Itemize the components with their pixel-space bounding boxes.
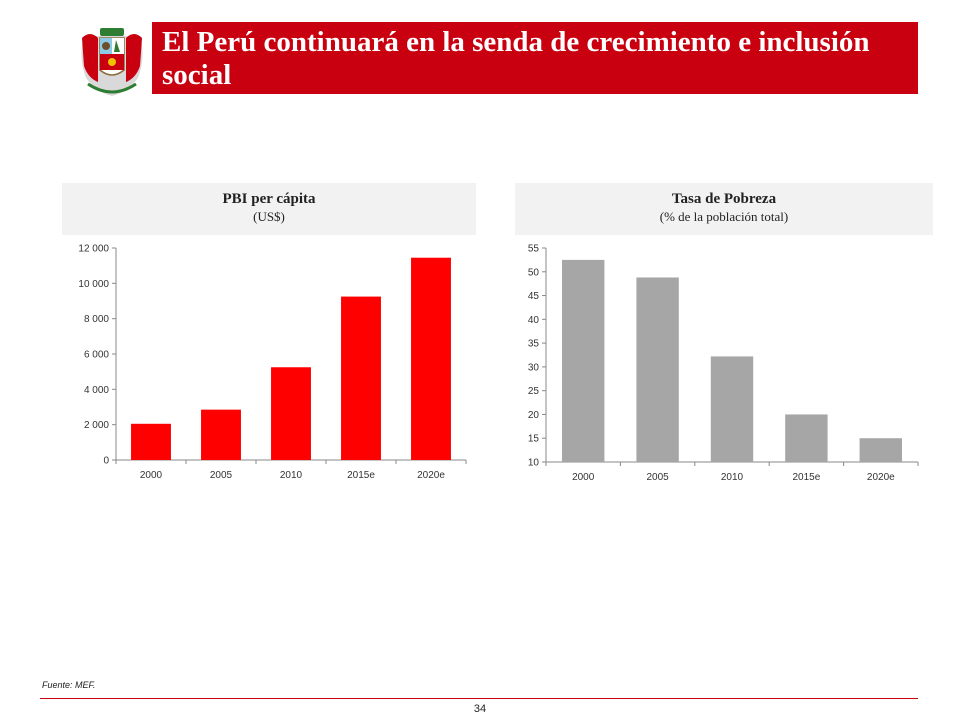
poverty-x-tick-label: 2005 xyxy=(646,472,669,483)
poverty-bar-2005 xyxy=(636,277,679,462)
gdp-bar-2020e xyxy=(411,257,451,460)
poverty-y-tick-label: 40 xyxy=(528,315,540,326)
gdp-bar-2005 xyxy=(201,409,241,460)
gdp-y-tick-label: 2 000 xyxy=(84,420,109,431)
gdp-bar-2015e xyxy=(341,296,381,460)
gdp-y-tick-label: 6 000 xyxy=(84,350,109,361)
poverty-y-tick-label: 20 xyxy=(528,410,540,421)
poverty-x-tick-label: 2020e xyxy=(867,472,895,483)
gdp-y-tick-label: 0 xyxy=(103,456,109,467)
gdp-chart-title: PBI per cápita xyxy=(222,191,316,207)
coat-of-arms-logo xyxy=(81,28,143,96)
poverty-chart-header: Tasa de Pobreza (% de la población total… xyxy=(515,183,933,235)
gdp-y-tick-label: 4 000 xyxy=(84,385,109,396)
gdp-x-tick-label: 2010 xyxy=(280,470,303,481)
gdp-chart-subtitle: (US$) xyxy=(253,209,285,224)
poverty-y-tick-label: 50 xyxy=(528,267,540,278)
poverty-bar-2000 xyxy=(561,259,605,462)
poverty-x-tick-label: 2015e xyxy=(792,472,820,483)
poverty-rate-chart: 10 15 20 25 30 35 40 45 50 55 2000 2005 2010 2015e 202… xyxy=(528,244,919,483)
poverty-y-tick-label: 25 xyxy=(528,386,540,397)
poverty-y-tick-label: 35 xyxy=(528,339,540,350)
gdp-bar-2010 xyxy=(271,367,311,460)
source-note: Fuente: MEF. xyxy=(42,680,96,690)
gdp-y-tick-label: 12 000 xyxy=(78,244,109,255)
gdp-x-tick-label: 2000 xyxy=(140,470,163,481)
gdp-chart-header: PBI per cápita (US$) xyxy=(62,183,476,235)
poverty-y-tick-label: 45 xyxy=(528,291,540,302)
poverty-y-tick-label: 55 xyxy=(528,244,540,255)
gdp-y-tick-label: 10 000 xyxy=(78,279,109,290)
page-title: El Perú continuará en la senda de crecim… xyxy=(162,26,870,91)
poverty-bar-2015e xyxy=(785,414,828,462)
page-number: 34 xyxy=(473,703,487,715)
gdp-bar-2000 xyxy=(131,423,171,460)
footer-divider xyxy=(40,698,918,699)
gdp-x-tick-label: 2015e xyxy=(347,470,375,481)
poverty-chart-subtitle: (% de la población total) xyxy=(659,209,789,224)
poverty-bar-2020e xyxy=(859,438,903,462)
poverty-y-tick-label: 15 xyxy=(528,434,540,445)
gdp-y-tick-label: 8 000 xyxy=(84,314,109,325)
poverty-y-tick-label: 30 xyxy=(528,362,540,373)
gdp-x-tick-label: 2020e xyxy=(417,470,445,481)
poverty-x-tick-label: 2010 xyxy=(721,472,744,483)
poverty-bar-2010 xyxy=(710,356,754,462)
gdp-per-capita-chart: 0 2 000 4 000 6 000 8 000 10 000 12 000 2000 200… xyxy=(78,244,467,481)
poverty-y-tick-label: 10 xyxy=(528,458,540,469)
poverty-x-tick-label: 2000 xyxy=(572,472,595,483)
gdp-x-tick-label: 2005 xyxy=(210,470,233,481)
title-banner: El Perú continuará en la senda de crecim… xyxy=(152,22,918,94)
poverty-chart-title: Tasa de Pobreza xyxy=(671,191,777,207)
